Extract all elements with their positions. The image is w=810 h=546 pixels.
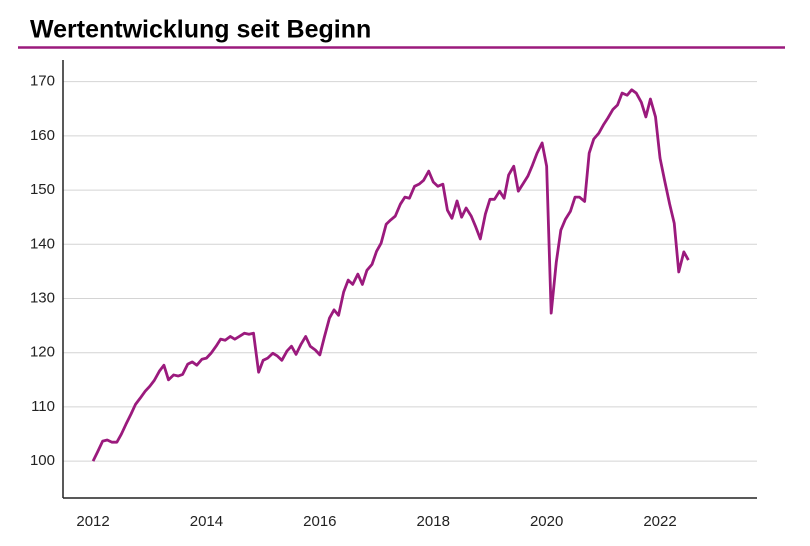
y-tick-label: 160 bbox=[30, 127, 55, 144]
x-tick-label: 2020 bbox=[530, 513, 563, 530]
y-tick-label: 110 bbox=[31, 398, 55, 415]
x-tick-label: 2022 bbox=[643, 513, 676, 530]
x-tick-label: 2016 bbox=[303, 513, 336, 530]
y-tick-label: 170 bbox=[30, 73, 55, 90]
chart-title: Wertentwicklung seit Beginn bbox=[30, 16, 371, 44]
y-tick-label: 140 bbox=[30, 235, 55, 252]
y-tick-label: 120 bbox=[30, 344, 55, 361]
line bbox=[91, 88, 690, 462]
x-tick-label: 2014 bbox=[190, 513, 223, 530]
y-tick-label: 150 bbox=[30, 181, 55, 198]
x-tick-label: 2018 bbox=[417, 513, 450, 530]
y-tick-label: 130 bbox=[30, 289, 55, 306]
y-tick-label: 100 bbox=[30, 452, 55, 469]
x-tick-label: 2012 bbox=[76, 513, 109, 530]
